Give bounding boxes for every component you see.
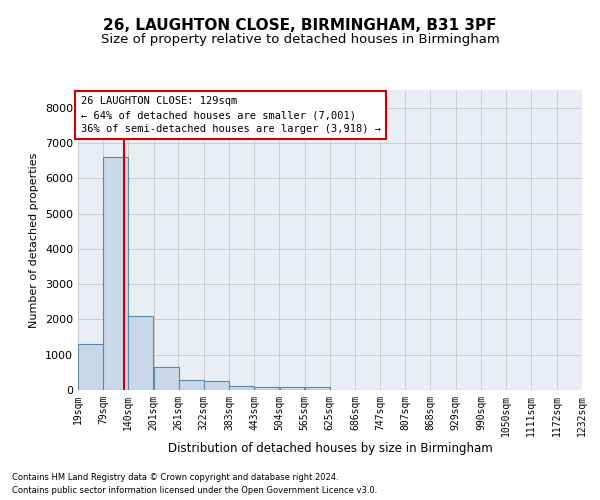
Bar	[280, 387, 304, 390]
Bar	[78, 344, 103, 390]
Y-axis label: Number of detached properties: Number of detached properties	[29, 152, 40, 328]
Text: 26 LAUGHTON CLOSE: 129sqm
← 64% of detached houses are smaller (7,001)
36% of se: 26 LAUGHTON CLOSE: 129sqm ← 64% of detac…	[80, 96, 380, 134]
X-axis label: Distribution of detached houses by size in Birmingham: Distribution of detached houses by size …	[167, 442, 493, 454]
Bar	[103, 157, 128, 390]
Bar	[179, 380, 203, 390]
Bar	[128, 316, 154, 390]
Bar	[204, 381, 229, 390]
Bar	[229, 386, 254, 390]
Bar	[254, 387, 279, 390]
Bar	[154, 367, 179, 390]
Text: Contains HM Land Registry data © Crown copyright and database right 2024.: Contains HM Land Registry data © Crown c…	[12, 474, 338, 482]
Text: 26, LAUGHTON CLOSE, BIRMINGHAM, B31 3PF: 26, LAUGHTON CLOSE, BIRMINGHAM, B31 3PF	[103, 18, 497, 32]
Text: Contains public sector information licensed under the Open Government Licence v3: Contains public sector information licen…	[12, 486, 377, 495]
Text: Size of property relative to detached houses in Birmingham: Size of property relative to detached ho…	[101, 32, 499, 46]
Bar	[305, 387, 330, 390]
